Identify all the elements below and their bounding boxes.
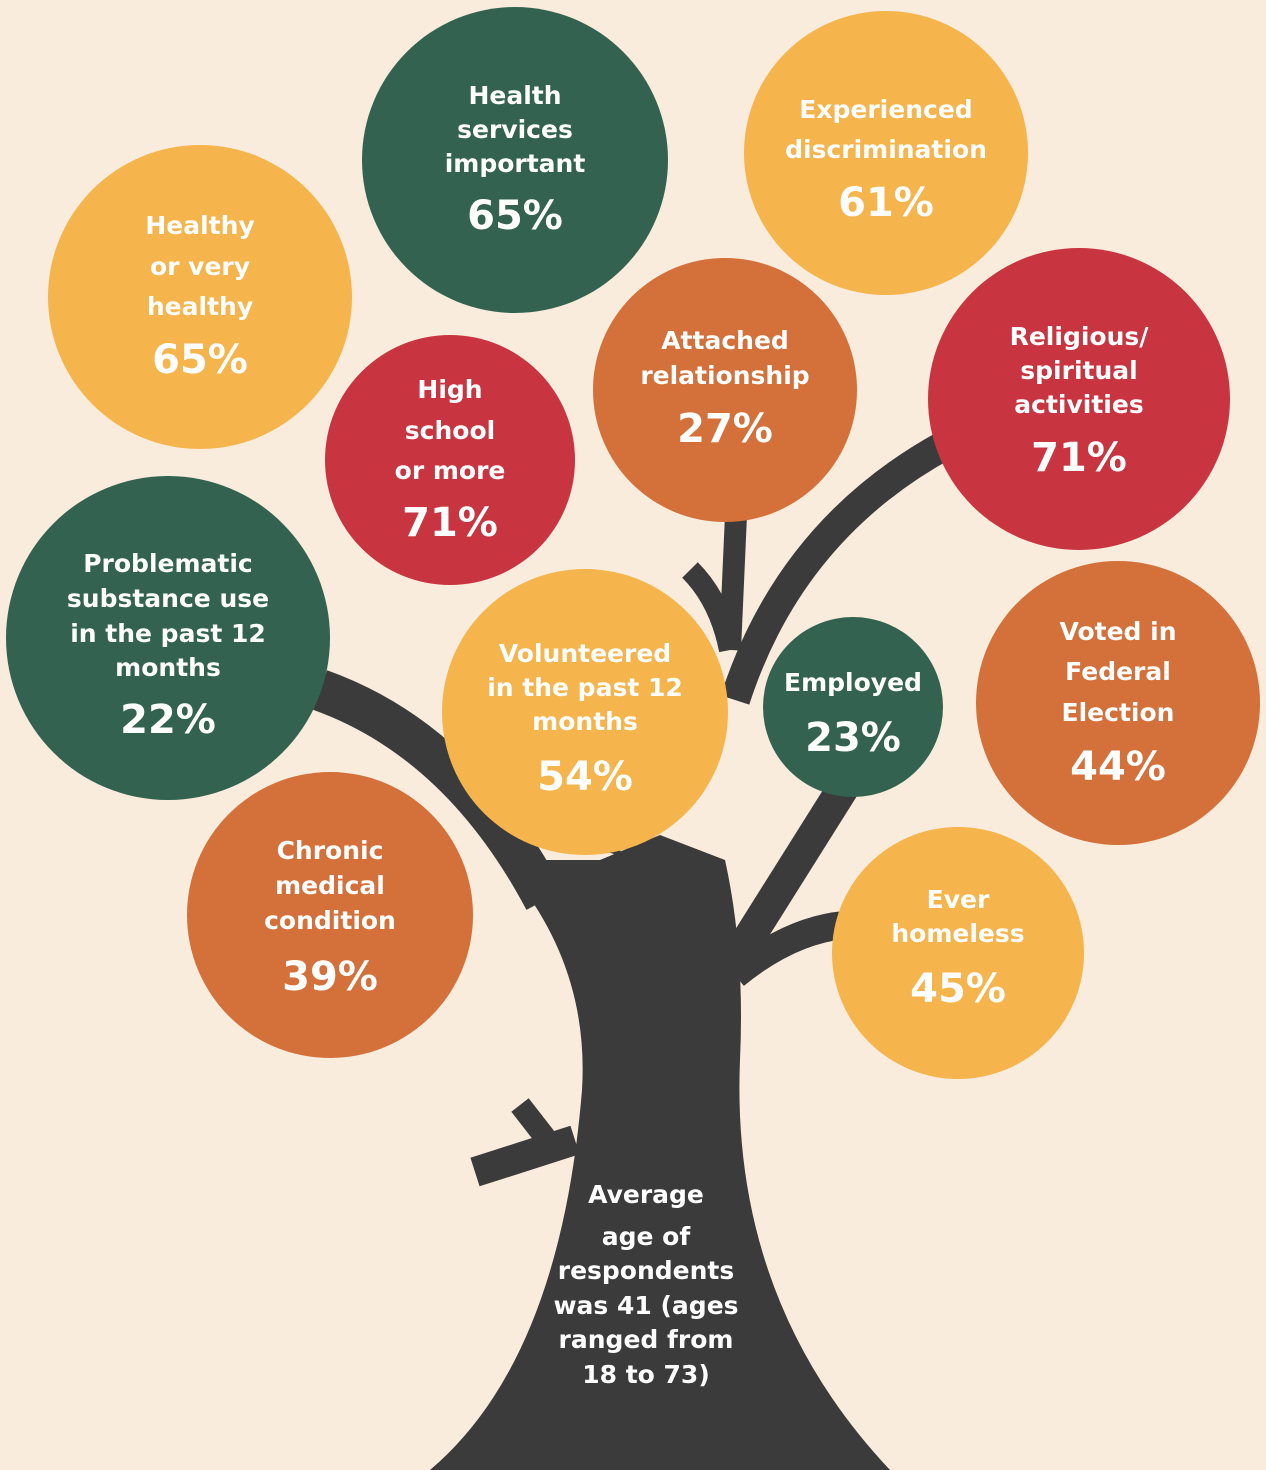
bubble-label: school (405, 416, 495, 445)
stat-bubble: Volunteered in the past 12 months 54% (442, 569, 728, 855)
trunk-label: ranged from (559, 1325, 734, 1354)
bubble-label: or more (395, 456, 506, 485)
bubble-label: homeless (891, 919, 1024, 948)
bubble-label: important (445, 149, 586, 178)
bubble-label: Problematic (83, 549, 253, 578)
stat-bubble: Ever homeless 45% (832, 827, 1084, 1079)
trunk-label: was 41 (ages (553, 1291, 738, 1320)
bubble-value: 65% (467, 193, 563, 239)
bubble-value: 44% (1070, 744, 1166, 790)
bubble-label: discrimination (785, 135, 987, 164)
bubble-label: Religious/ (1010, 322, 1150, 351)
stat-bubble: Health services important 65% (362, 7, 668, 313)
bubble-label: spiritual (1020, 356, 1137, 385)
bubble-label: healthy (147, 292, 253, 321)
bubble-label: High (417, 375, 482, 404)
bubble-value: 22% (120, 697, 216, 743)
bubble-value: 39% (282, 954, 378, 1000)
bubble-label: months (532, 707, 638, 736)
bubble-label: Chronic (277, 836, 384, 865)
stat-bubble: Experienced discrimination 61% (744, 11, 1028, 295)
bubble-label: substance use (67, 584, 269, 613)
infographic: Health services important 65% Experienced dis… (0, 0, 1266, 1470)
bubble-value: 23% (805, 715, 901, 761)
bubble (593, 258, 857, 522)
trunk-label: Average (588, 1180, 704, 1209)
stat-bubble: Voted in Federal Election 44% (976, 561, 1260, 845)
stat-bubble: Chronic medical condition 39% (187, 772, 473, 1058)
bubble-label: Election (1062, 698, 1175, 727)
bubble-value: 27% (677, 406, 773, 452)
bubble-value: 45% (910, 966, 1006, 1012)
bubble-label: Health (468, 81, 561, 110)
stat-bubble: Problematic substance use in the past 12 mo… (6, 476, 330, 800)
bubble-label: Employed (784, 668, 922, 697)
stat-bubble: High school or more 71% (325, 335, 575, 585)
trunk-label: 18 to 73) (582, 1360, 710, 1389)
trunk-label: respondents (558, 1256, 735, 1285)
bubble-label: Healthy (145, 211, 254, 240)
bubble-value: 61% (838, 180, 934, 226)
bubble-label: services (457, 115, 573, 144)
bubble-label: Ever (927, 885, 990, 914)
bubble-value: 54% (537, 754, 633, 800)
bubble-label: activities (1014, 390, 1143, 419)
bubble (763, 617, 943, 797)
stat-bubble: Healthy or very healthy 65% (48, 145, 352, 449)
stat-bubble: Religious/spiritual activities 71% (928, 248, 1230, 550)
bubble-label: in the past 12 (487, 673, 683, 702)
bubble-label: in the past 12 (70, 619, 266, 648)
bubble-label: months (115, 653, 221, 682)
bubble-value: 71% (402, 500, 498, 546)
bubble-label: Voted in (1059, 617, 1176, 646)
bubble-label: condition (264, 906, 396, 935)
bubble-label: Attached (661, 326, 789, 355)
bubble (832, 827, 1084, 1079)
bubble-label: medical (275, 871, 385, 900)
bubble-label: Experienced (799, 95, 972, 124)
bubble-label: or very (150, 252, 250, 281)
trunk-label: age of (602, 1222, 692, 1251)
bubble-label: Volunteered (499, 639, 671, 668)
bubble-label: Federal (1065, 657, 1171, 686)
bubble-value: 65% (152, 337, 248, 383)
stat-bubble: Attached relationship 27% (593, 258, 857, 522)
stat-bubble: Employed 23% (763, 617, 943, 797)
bubble-value: 71% (1031, 435, 1127, 481)
bubble-label: relationship (640, 361, 809, 390)
